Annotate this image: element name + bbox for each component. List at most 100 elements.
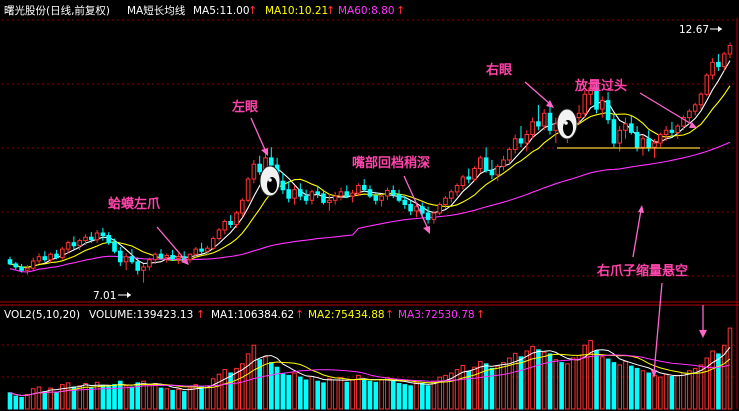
volume-bar xyxy=(36,386,42,410)
candle-body xyxy=(727,45,733,55)
volume-bar xyxy=(356,374,361,410)
candle-body xyxy=(303,195,309,201)
candle-body xyxy=(460,176,466,186)
candle-body xyxy=(210,238,216,249)
candle xyxy=(321,189,326,205)
candle xyxy=(199,242,204,254)
price-legend: 曙光股份(日线,前复权) MA短长均线 MA5:11.00 MA10:10.21… xyxy=(4,4,405,17)
volume-bar xyxy=(350,379,355,410)
candle xyxy=(692,102,698,116)
candle xyxy=(13,261,19,270)
candle xyxy=(350,189,355,203)
volume-ma3-line xyxy=(9,354,731,397)
annotation-right-claw: 右爪子缩量悬空 xyxy=(596,263,688,279)
candle-body xyxy=(89,236,94,241)
volume-bar xyxy=(141,380,146,410)
volume-bar xyxy=(60,384,65,410)
annotation-mouth: 嘴部回档稍深 xyxy=(352,155,430,171)
volume-bar xyxy=(640,370,646,410)
candle-body xyxy=(483,157,489,172)
candle-body xyxy=(704,74,710,95)
candle-body xyxy=(698,93,704,106)
candle-body xyxy=(83,236,88,242)
candle xyxy=(478,155,483,173)
candle xyxy=(367,185,373,199)
annotation-left-eye: 左眼 xyxy=(232,99,259,115)
volume-bar xyxy=(588,340,593,410)
candle-body xyxy=(199,248,204,252)
candle xyxy=(112,238,117,254)
candle-body xyxy=(501,159,506,167)
candle-body xyxy=(216,229,222,239)
candle-body xyxy=(454,185,460,193)
candle xyxy=(518,126,524,148)
candle-body xyxy=(321,193,326,203)
candle xyxy=(361,179,367,192)
candle xyxy=(443,196,448,209)
candle-body xyxy=(658,134,663,144)
candle xyxy=(30,257,36,271)
volume-bar xyxy=(234,367,239,410)
volume-bars xyxy=(7,327,733,410)
candle-body xyxy=(332,195,338,201)
volume-bar xyxy=(512,352,518,410)
candle xyxy=(123,253,129,271)
candle xyxy=(210,236,216,250)
candle xyxy=(193,246,199,258)
volume-bar xyxy=(129,386,135,410)
volume-bar xyxy=(280,373,286,410)
volume-bar xyxy=(7,392,13,410)
right-eye xyxy=(556,108,578,140)
candle-body xyxy=(716,61,721,68)
candle xyxy=(669,121,675,137)
volume-bar xyxy=(495,365,500,410)
candle xyxy=(19,263,24,273)
candle xyxy=(489,160,495,180)
candle-body xyxy=(443,197,448,206)
candle xyxy=(617,126,623,152)
volume-bar xyxy=(478,360,483,410)
volume-bar xyxy=(321,382,326,410)
volume-bar xyxy=(135,382,140,410)
candle-body xyxy=(640,138,646,148)
candle xyxy=(332,191,338,205)
volume-bar xyxy=(83,383,88,410)
candle-body xyxy=(234,212,239,225)
candle xyxy=(309,189,315,205)
volume-bar xyxy=(600,356,605,410)
volume-bar xyxy=(454,369,460,410)
annotation-arrows xyxy=(156,81,707,378)
candle xyxy=(524,130,530,152)
candle xyxy=(623,117,628,139)
volume-bar xyxy=(483,363,489,410)
volume-bar xyxy=(251,344,257,410)
candle xyxy=(634,126,640,152)
candle xyxy=(100,227,106,241)
candle-body xyxy=(170,255,175,259)
candle xyxy=(170,249,175,261)
candle-body xyxy=(605,100,611,121)
candle-body xyxy=(7,259,13,265)
volume-bar xyxy=(147,384,152,410)
volume-bar xyxy=(106,386,112,410)
candle-body xyxy=(512,138,518,150)
volume-bar xyxy=(698,364,704,410)
candle xyxy=(228,215,233,228)
candle xyxy=(402,196,408,209)
candle xyxy=(605,92,611,124)
candle-body xyxy=(437,204,442,214)
candle-body xyxy=(327,199,332,203)
volume-bar xyxy=(396,383,402,410)
volume-bar xyxy=(553,359,559,410)
candle xyxy=(512,134,518,154)
candle-body xyxy=(507,148,512,161)
candle-body xyxy=(193,248,199,255)
candle xyxy=(83,234,88,245)
annotation-left-claw: 蛤蟆左爪 xyxy=(108,196,161,212)
candle-body xyxy=(36,256,42,262)
indicator-name: MA短长均线 xyxy=(127,4,186,17)
volume-legend: VOL2(5,10,20) VOLUME:139423.13 MA1:10638… xyxy=(4,308,485,321)
legend-ma10: MA10:10.21 xyxy=(265,5,328,17)
candle-body xyxy=(245,178,251,201)
